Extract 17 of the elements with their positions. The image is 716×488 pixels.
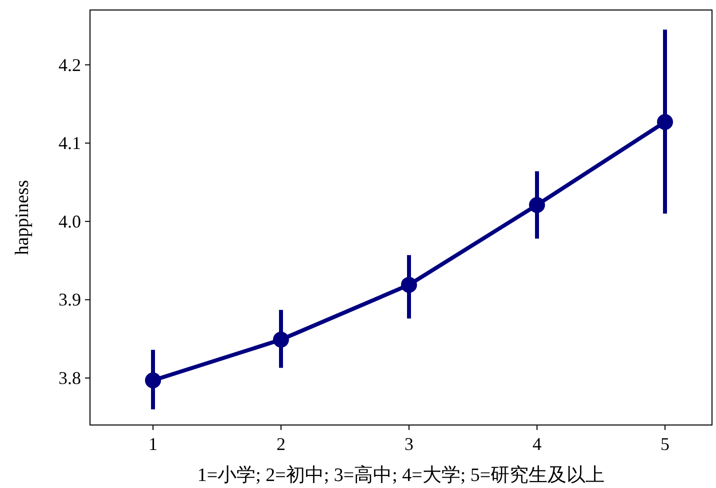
point <box>401 276 417 293</box>
y-axis-title: happiness <box>12 180 33 255</box>
x-tick-label: 1 <box>148 434 158 454</box>
point <box>273 332 289 348</box>
y-tick-label: 4.0 <box>58 211 81 232</box>
x-tick-label: 3 <box>404 434 414 454</box>
point <box>145 372 161 388</box>
x-tick-label: 4 <box>532 434 542 454</box>
point <box>657 114 673 130</box>
x-axis-title: 1=小学; 2=初中; 3=高中; 4=大学; 5=研究生及以上 <box>197 464 605 486</box>
x-tick-label: 2 <box>276 434 286 454</box>
y-tick-label: 3.8 <box>58 368 81 388</box>
y-tick-label: 4.2 <box>58 54 81 75</box>
point <box>529 196 545 213</box>
y-tick-label: 3.9 <box>58 290 81 310</box>
y-tick-label: 4.1 <box>58 133 81 154</box>
x-tick-label: 5 <box>660 434 670 454</box>
